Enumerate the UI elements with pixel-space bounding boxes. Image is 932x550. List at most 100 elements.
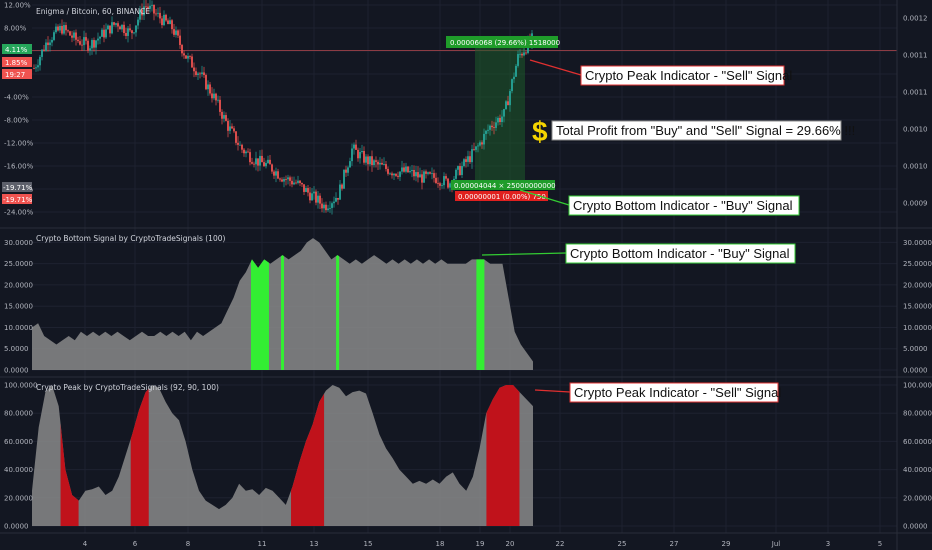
peak-sell-callout: Crypto Peak Indicator - "Sell" Signal (585, 68, 792, 83)
candle-body (181, 44, 183, 54)
peak-signal-right-label: 100.0000 (903, 382, 932, 390)
candle-body (143, 6, 145, 16)
candle-body (307, 188, 309, 193)
candle-body (313, 191, 315, 194)
candle-body (461, 166, 463, 175)
candle-body (139, 9, 141, 20)
candle-body (273, 171, 275, 176)
peak-signal-area (32, 385, 533, 526)
candle-body (213, 93, 215, 99)
candle-body (187, 55, 189, 59)
candle-body (183, 53, 185, 56)
bottom-signal-right-label: 30.0000 (903, 239, 932, 247)
candle-body (125, 33, 127, 36)
price-candles (33, 0, 533, 215)
candle-body (201, 72, 203, 75)
candle-body (349, 161, 351, 168)
time-tick-label: 6 (133, 540, 138, 548)
candle-body (41, 49, 43, 57)
bottom-signal-left-label: 0.0000 (4, 367, 29, 375)
candle-body (113, 22, 115, 25)
top-trade-badge: 0.00006068 (29.66%) 1518000 (450, 39, 560, 47)
candle-body (509, 91, 511, 106)
candle-body (467, 156, 469, 162)
profit-callout-box (551, 120, 842, 141)
left-axis-label: -24.00% (4, 209, 34, 217)
candle-body (97, 38, 99, 41)
bottom-signal-left-label: 10.0000 (4, 324, 33, 332)
candle-body (253, 163, 255, 165)
candle-body (483, 133, 485, 145)
candle-body (159, 12, 161, 19)
candle-body (257, 158, 259, 166)
candle-body (315, 191, 317, 203)
candle-body (493, 127, 495, 128)
candle-body (435, 177, 437, 183)
candle-body (369, 156, 371, 165)
candle-body (51, 39, 53, 43)
candle-body (425, 171, 427, 174)
candle-body (305, 188, 307, 192)
candle-body (487, 129, 489, 131)
candle-body (151, 4, 153, 6)
candle-body (123, 24, 125, 34)
candle-body (95, 40, 97, 48)
candle-body (67, 30, 69, 32)
candle-body (515, 65, 517, 77)
candle-body (459, 166, 461, 175)
candle-body (267, 159, 269, 164)
candle-body (393, 173, 395, 176)
candle-body (371, 156, 373, 166)
candle-body (219, 99, 221, 112)
peak-signal-right-label: 20.0000 (903, 494, 932, 502)
candle-body (471, 149, 473, 163)
left-axis-label: -12.00% (4, 140, 34, 148)
candle-body (335, 198, 337, 202)
candle-body (345, 169, 347, 173)
candle-body (53, 32, 55, 40)
candle-body (91, 40, 93, 49)
time-tick-label: 5 (878, 540, 882, 548)
candle-body (327, 208, 329, 211)
time-tick-label: 25 (618, 540, 627, 548)
candle-body (49, 42, 51, 46)
candle-body (133, 32, 135, 34)
candle-body (395, 173, 397, 176)
dollar-icon: $ (532, 116, 548, 147)
candle-body (231, 126, 233, 129)
candle-body (343, 169, 345, 189)
candle-body (45, 42, 47, 51)
candle-body (353, 144, 355, 149)
candle-body (265, 163, 267, 167)
candle-body (375, 160, 377, 162)
candle-body (237, 142, 239, 145)
bottom-signal-right-label: 5.0000 (903, 345, 928, 353)
candle-body (441, 185, 443, 186)
candle-body (75, 32, 77, 40)
candle-body (63, 25, 65, 34)
peak-signal-area-path (32, 385, 533, 526)
bottom-buy-callout: Crypto Bottom Indicator - "Buy" Signal (573, 198, 793, 213)
candle-body (489, 125, 491, 130)
right-axis-label: 0.0010 (903, 126, 928, 134)
bottom-trade-badge-2: 0.00000001 (0.00%) 750 (458, 193, 546, 201)
candle-body (283, 179, 285, 182)
candle-body (417, 172, 419, 178)
time-tick-label: 13 (310, 540, 319, 548)
time-tick-label: 8 (186, 540, 190, 548)
time-tick-label: 18 (436, 540, 445, 548)
candle-body (329, 207, 331, 209)
candle-body (385, 164, 387, 169)
candle-body (413, 169, 415, 177)
low-tag-1: -19.71% (3, 184, 33, 192)
candle-body (279, 178, 281, 180)
candle-body (191, 56, 193, 68)
candle-body (507, 101, 509, 106)
red-pct-tag: 1.85% (5, 59, 28, 67)
candle-body (141, 9, 143, 16)
candle-body (363, 151, 365, 163)
candle-body (303, 184, 305, 192)
candle-body (429, 172, 431, 174)
peak-signal-right-label: 60.0000 (903, 438, 932, 446)
bottom-signal-left-label: 25.0000 (4, 260, 33, 268)
